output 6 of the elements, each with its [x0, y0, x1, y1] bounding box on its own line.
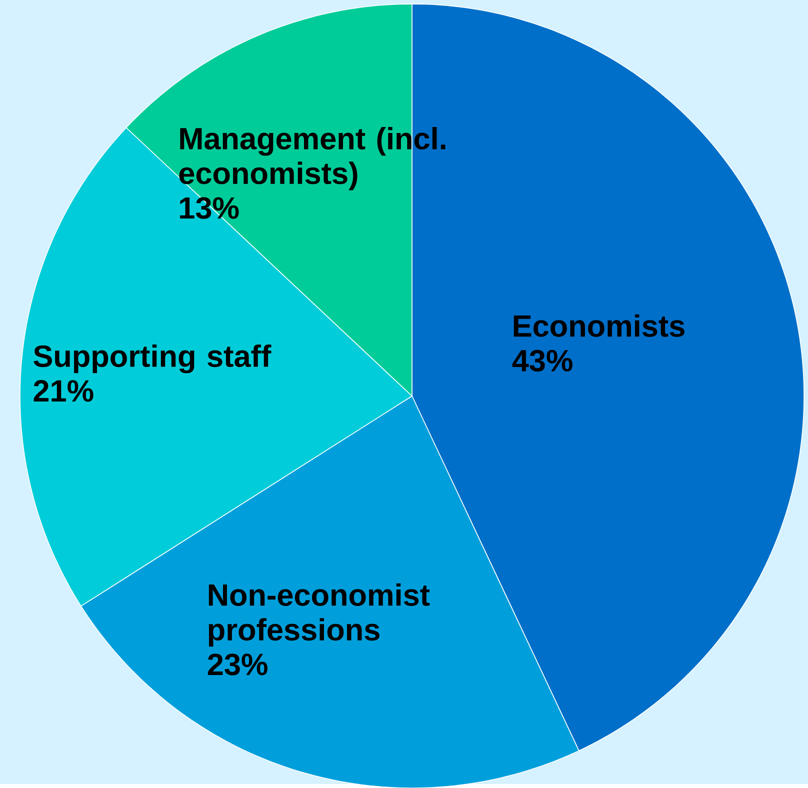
slice-label: Economists	[514, 314, 684, 337]
data-label: 23%	[208, 653, 268, 676]
slice-label: Non-economist professions	[208, 583, 430, 646]
data-label: 21%	[34, 380, 94, 402]
slice-label: Supporting staff	[34, 344, 272, 374]
data-label: 43%	[512, 350, 572, 372]
